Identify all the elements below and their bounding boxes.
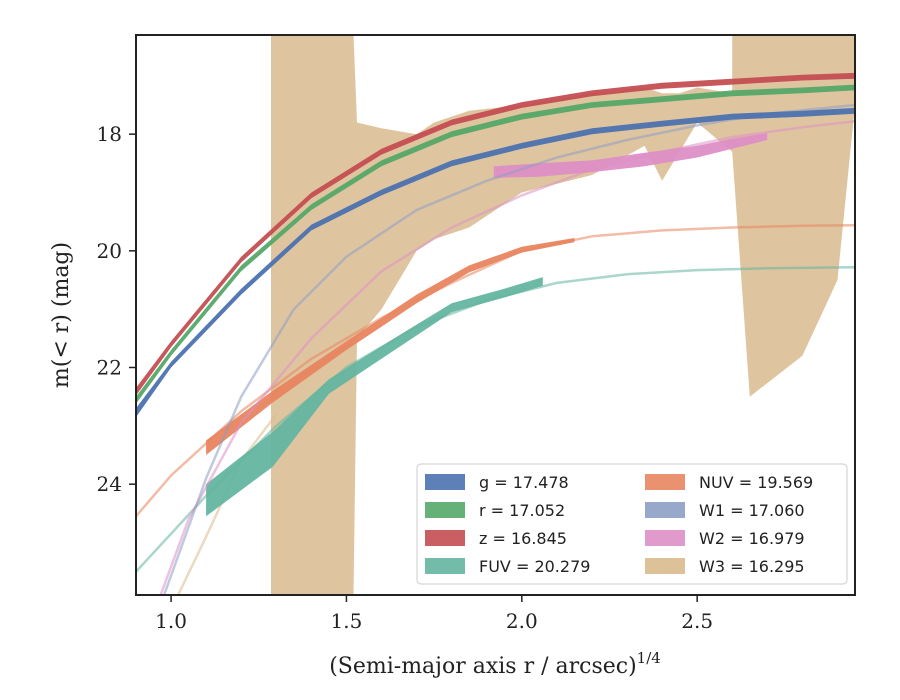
legend: g = 17.478 r = 17.052 z = 16.845 FUV = 20.2… <box>416 463 848 585</box>
legend-label-fuv-20-279: FUV = 20.279 <box>479 557 590 576</box>
y-tick-label: 22 <box>97 356 122 380</box>
x-tick-label: 1.5 <box>331 609 363 633</box>
legend-swatch-w3-16-295 <box>645 558 685 574</box>
x-tick-label: 1.0 <box>155 609 187 633</box>
x-axis-label: (Semi-major axis r / arcsec)1/4 <box>329 649 661 679</box>
y-tick-label: 18 <box>97 122 122 146</box>
legend-label-r-17-052: r = 17.052 <box>479 501 565 520</box>
legend-swatch-z-16-845 <box>425 530 465 546</box>
legend-label-g-17-478: g = 17.478 <box>479 473 569 492</box>
x-tick-label: 2.0 <box>506 609 538 633</box>
legend-swatch-r-17-052 <box>425 502 465 518</box>
legend-swatch-g-17-478 <box>425 474 465 490</box>
x-tick-label: 2.5 <box>681 609 713 633</box>
legend-label-nuv-19-569: NUV = 19.569 <box>699 473 813 492</box>
x-axis-label-text: (Semi-major axis r / arcsec) <box>329 654 636 679</box>
plot-frame <box>135 34 856 596</box>
x-axis-ticks: 1.0 1.5 2.0 2.5 <box>155 595 713 633</box>
y-axis-ticks: 18 20 22 24 <box>97 122 136 496</box>
series-w2-16-979-band <box>493 133 768 178</box>
legend-swatch-w1-17-060 <box>645 502 685 518</box>
x-axis-label-superscript: 1/4 <box>637 649 661 667</box>
series-w1-17-060-extrapolation <box>162 103 855 595</box>
legend-frame <box>416 463 848 585</box>
legend-swatch-w2-16-979 <box>645 530 685 546</box>
legend-swatch-nuv-19-569 <box>645 474 685 490</box>
legend-label-w2-16-979: W2 = 16.979 <box>699 529 805 548</box>
series-w2-16-979-extrapolation <box>159 120 855 595</box>
y-tick-label: 20 <box>97 239 122 263</box>
y-tick-label: 24 <box>97 472 122 496</box>
legend-label-w1-17-060: W1 = 17.060 <box>699 501 805 520</box>
legend-swatch-fuv-20-279 <box>425 558 465 574</box>
y-axis-label: m(< r) (mag) <box>49 242 74 388</box>
curves-layer <box>136 72 855 595</box>
legend-label-w3-16-295: W3 = 16.295 <box>699 557 805 576</box>
legend-label-z-16-845: z = 16.845 <box>479 529 567 548</box>
